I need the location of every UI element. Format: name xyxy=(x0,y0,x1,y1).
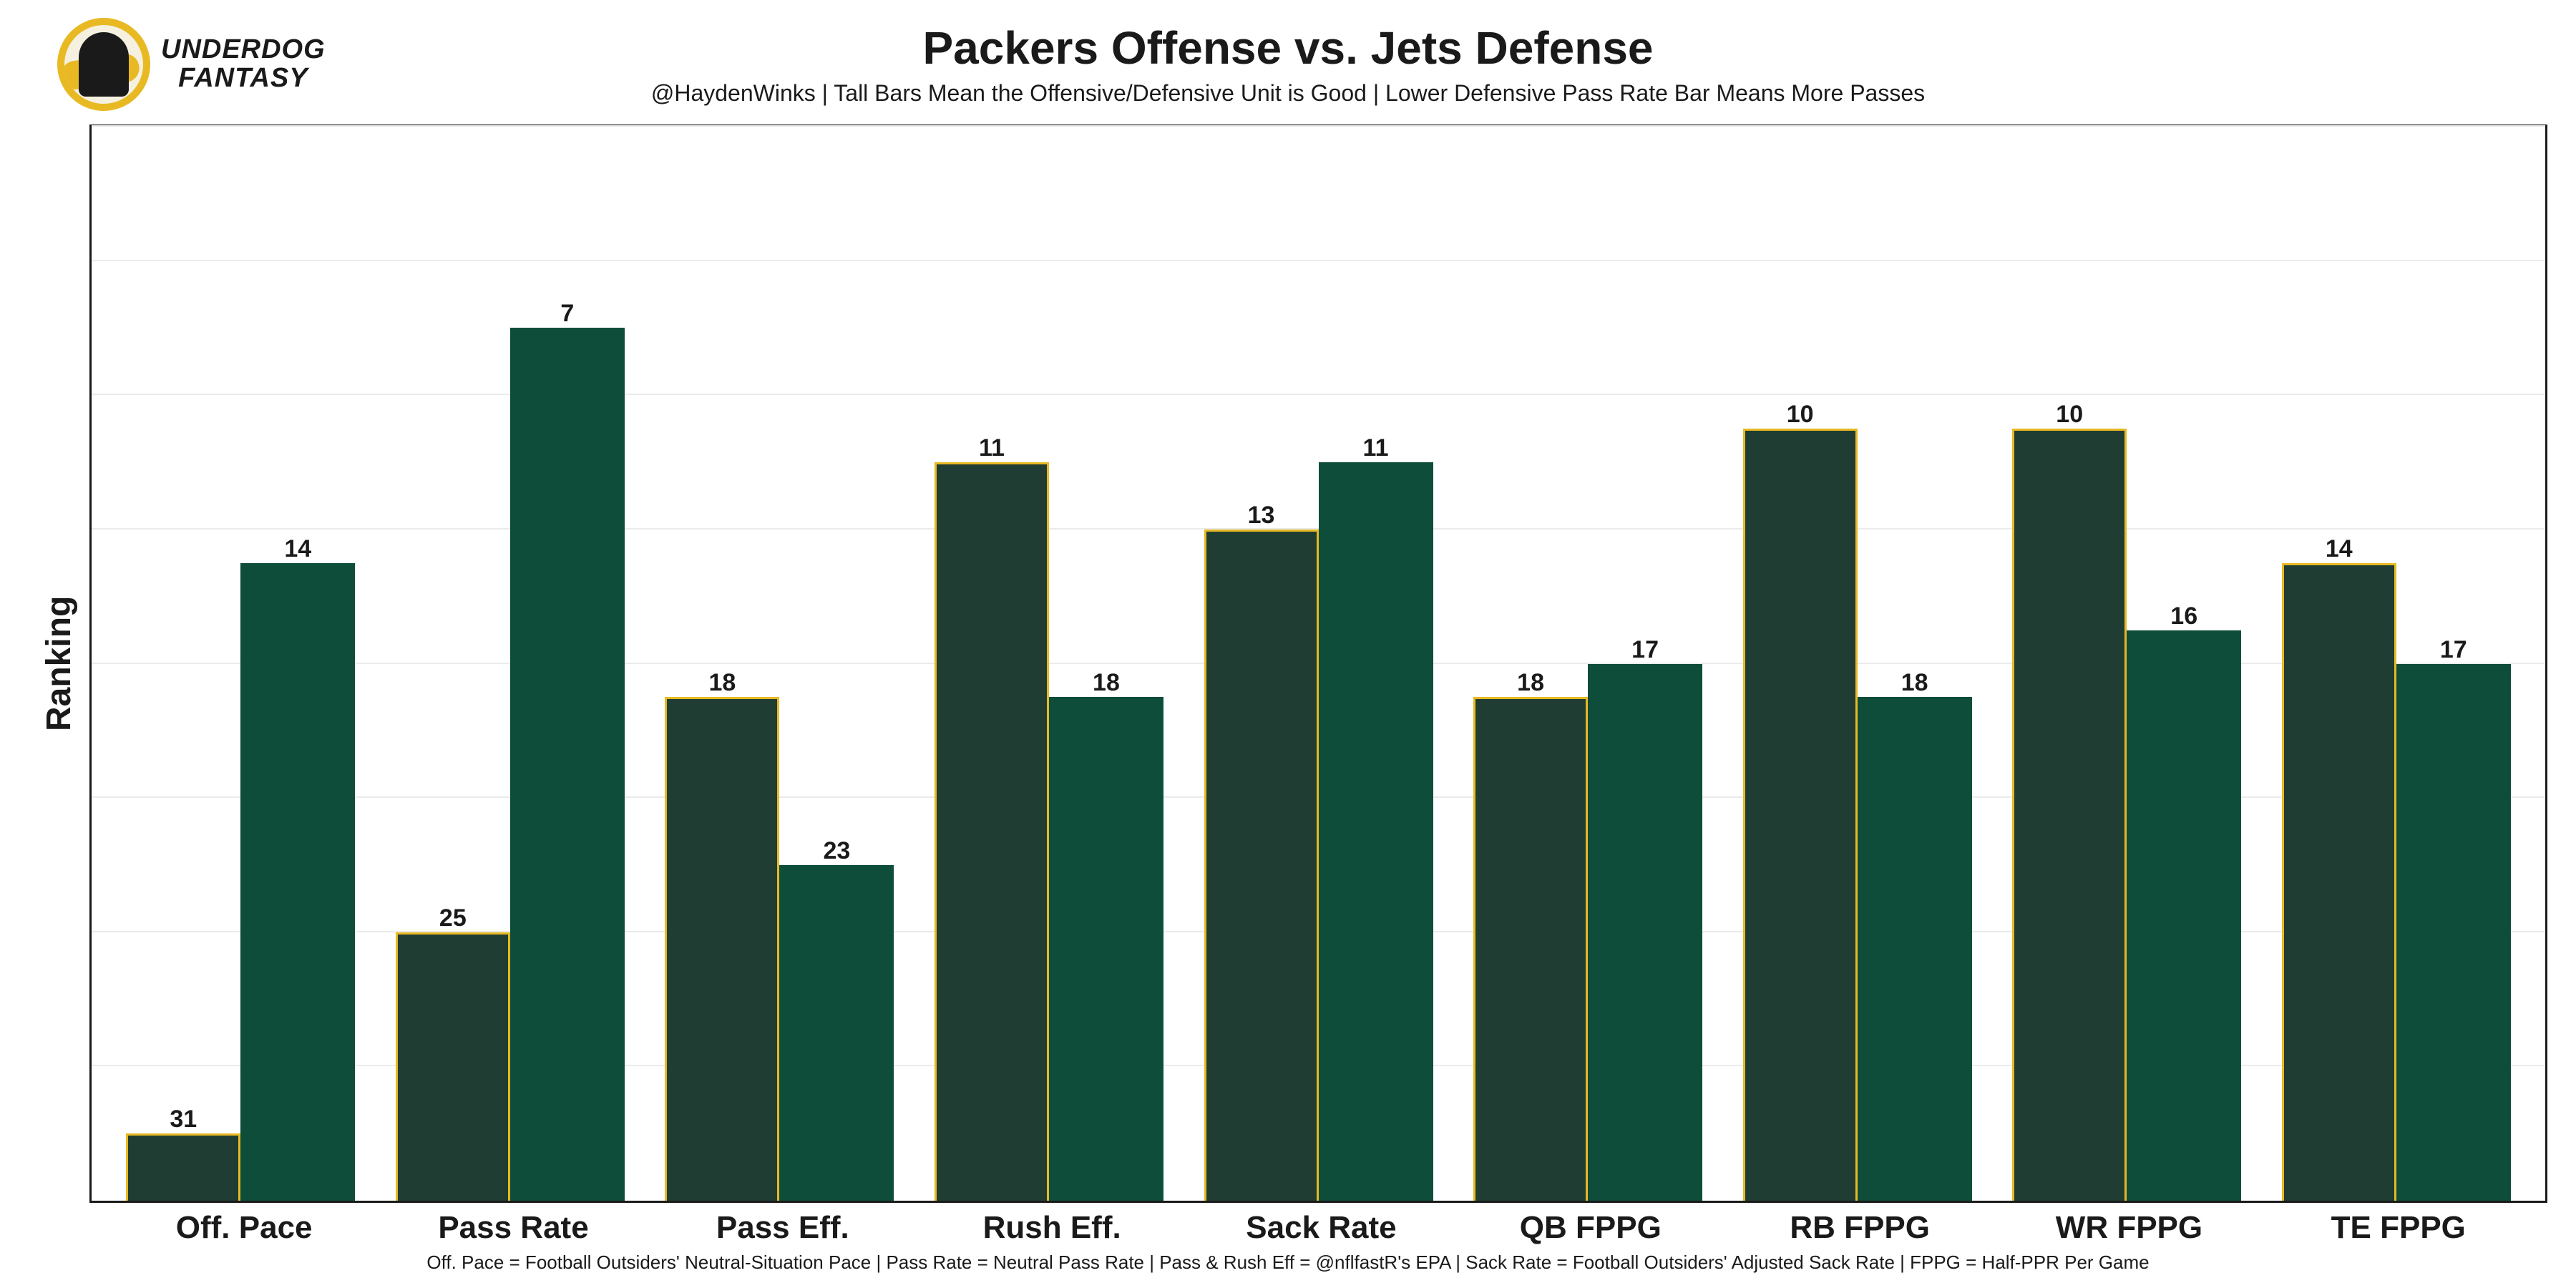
x-axis-label: Rush Eff. xyxy=(917,1203,1186,1246)
defense-value-label: 14 xyxy=(284,535,311,563)
defense-bar: 11 xyxy=(1319,462,1433,1201)
category-group: 257 xyxy=(376,127,645,1201)
offense-value-label: 11 xyxy=(979,434,1005,462)
offense-value-label: 14 xyxy=(2326,535,2353,563)
chart-container: UNDERDOG FANTASY Packers Offense vs. Jet… xyxy=(0,0,2576,1288)
offense-value-label: 18 xyxy=(1517,669,1544,697)
category-group: 1823 xyxy=(645,127,914,1201)
x-axis-label: TE FPPG xyxy=(2264,1203,2533,1246)
offense-bar: 31 xyxy=(126,1133,240,1201)
plot-box: 31142571823111813111817101810161417 xyxy=(89,125,2547,1203)
category-group: 3114 xyxy=(106,127,376,1201)
category-group: 1018 xyxy=(1722,127,1992,1201)
logo-badge-icon xyxy=(57,18,150,111)
defense-value-label: 17 xyxy=(2440,636,2467,664)
offense-bar: 18 xyxy=(665,697,779,1201)
defense-value-label: 23 xyxy=(823,837,850,865)
chart-plot-area: Ranking 31142571823111813111817101810161… xyxy=(29,125,2547,1203)
x-axis-label: Pass Eff. xyxy=(648,1203,917,1246)
defense-bar: 14 xyxy=(240,563,355,1201)
x-axis: Off. PacePass RatePass Eff.Rush Eff.Sack… xyxy=(95,1203,2547,1246)
brand-logo: UNDERDOG FANTASY xyxy=(57,18,326,111)
bars-container: 31142571823111813111817101810161417 xyxy=(92,127,2545,1201)
defense-bar: 7 xyxy=(510,328,625,1201)
offense-bar: 10 xyxy=(2012,429,2127,1201)
offense-value-label: 31 xyxy=(170,1106,197,1133)
offense-bar: 11 xyxy=(935,462,1049,1201)
defense-bar: 18 xyxy=(1858,697,1972,1201)
category-group: 1417 xyxy=(2262,127,2532,1201)
offense-value-label: 13 xyxy=(1248,502,1275,530)
chart-title: Packers Offense vs. Jets Defense xyxy=(29,21,2547,74)
x-axis-label: Pass Rate xyxy=(379,1203,648,1246)
x-axis-label: Sack Rate xyxy=(1186,1203,1455,1246)
brand-name: UNDERDOG FANTASY xyxy=(161,36,326,93)
x-axis-label: QB FPPG xyxy=(1456,1203,1725,1246)
offense-bar: 10 xyxy=(1743,429,1858,1201)
defense-value-label: 11 xyxy=(1363,434,1389,462)
offense-value-label: 25 xyxy=(439,904,467,932)
offense-bar: 13 xyxy=(1204,530,1319,1201)
defense-bar: 17 xyxy=(2396,664,2511,1201)
offense-bar: 14 xyxy=(2282,563,2396,1201)
offense-bar: 18 xyxy=(1473,697,1588,1201)
category-group: 1817 xyxy=(1453,127,1723,1201)
x-axis-label: Off. Pace xyxy=(109,1203,379,1246)
offense-value-label: 18 xyxy=(708,669,736,697)
chart-header: UNDERDOG FANTASY Packers Offense vs. Jet… xyxy=(29,14,2547,114)
defense-value-label: 18 xyxy=(1901,669,1928,697)
x-axis-label: WR FPPG xyxy=(1994,1203,2263,1246)
brand-line2: FANTASY xyxy=(161,64,326,93)
offense-bar: 25 xyxy=(396,932,510,1201)
defense-bar: 16 xyxy=(2127,630,2241,1201)
defense-bar: 17 xyxy=(1588,664,1702,1201)
offense-value-label: 10 xyxy=(2056,401,2083,429)
chart-footer: Off. Pace = Football Outsiders' Neutral-… xyxy=(29,1246,2547,1274)
defense-value-label: 7 xyxy=(560,300,574,328)
category-group: 1118 xyxy=(914,127,1184,1201)
x-axis-label: RB FPPG xyxy=(1725,1203,1994,1246)
y-axis-label: Ranking xyxy=(29,125,89,1203)
brand-line1: UNDERDOG xyxy=(161,36,326,64)
defense-value-label: 18 xyxy=(1093,669,1120,697)
defense-bar: 23 xyxy=(779,865,894,1201)
category-group: 1311 xyxy=(1184,127,1453,1201)
category-group: 1016 xyxy=(1992,127,2262,1201)
defense-bar: 18 xyxy=(1049,697,1163,1201)
offense-value-label: 10 xyxy=(1787,401,1814,429)
defense-value-label: 16 xyxy=(2170,602,2197,630)
defense-value-label: 17 xyxy=(1631,636,1659,664)
chart-subtitle: @HaydenWinks | Tall Bars Mean the Offens… xyxy=(29,80,2547,107)
